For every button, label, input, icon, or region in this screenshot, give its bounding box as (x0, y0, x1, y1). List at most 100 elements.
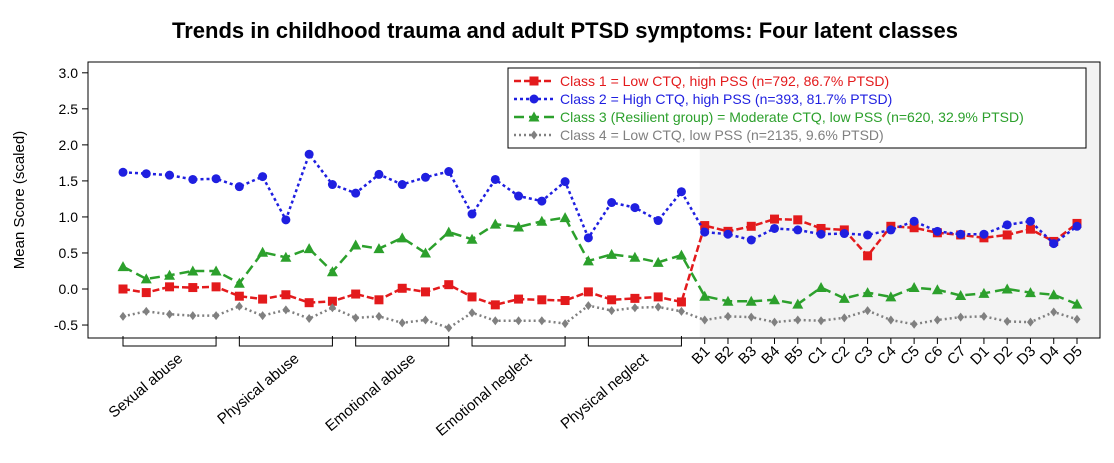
group-label: Emotional abuse (322, 350, 419, 435)
group-bracket (355, 336, 450, 347)
point (770, 214, 780, 224)
group-label: Physical abuse (214, 350, 302, 428)
group-bracket (238, 336, 333, 347)
point (700, 221, 710, 231)
point (559, 212, 571, 223)
point (489, 218, 501, 229)
point (653, 216, 663, 226)
point (607, 198, 617, 208)
point (630, 203, 640, 213)
point (1072, 221, 1082, 231)
legend-label: Class 3 (Resilient group) = Moderate CTQ… (560, 109, 1024, 125)
point (1002, 230, 1012, 240)
point (397, 180, 407, 190)
point (652, 256, 664, 267)
x-tick-label: C3 (851, 343, 877, 369)
point (816, 229, 826, 239)
point (119, 311, 127, 321)
point (420, 172, 430, 182)
point (584, 301, 592, 311)
point (887, 315, 895, 325)
x-tick-label: B1 (689, 343, 714, 368)
point (677, 306, 685, 316)
point (258, 294, 268, 304)
point (280, 251, 292, 262)
point (724, 311, 732, 321)
point (582, 255, 594, 266)
point (303, 243, 315, 254)
point (1025, 216, 1035, 226)
y-tick-label: 1.0 (59, 209, 79, 225)
point (1024, 287, 1036, 298)
point (838, 292, 850, 303)
point (816, 223, 826, 233)
point (606, 248, 618, 259)
point (608, 306, 616, 316)
point (909, 216, 919, 226)
legend-box (507, 67, 1087, 149)
point (257, 246, 269, 257)
point (445, 323, 453, 333)
x-tick-label: C1 (804, 343, 830, 369)
point (699, 290, 711, 301)
point (141, 288, 151, 298)
point (375, 311, 383, 321)
point (304, 149, 314, 159)
point (1025, 224, 1035, 234)
x-tick-label: C6 (921, 343, 947, 369)
group-label: Emotional neglect (433, 350, 536, 440)
legend-marker (529, 94, 539, 104)
y-tick-label: 2.0 (59, 137, 79, 153)
point (863, 251, 873, 261)
point (862, 287, 874, 298)
point (909, 223, 919, 233)
point (187, 265, 199, 276)
point (747, 312, 755, 322)
point (933, 315, 941, 325)
point (1073, 314, 1081, 324)
plot-frame (87, 61, 1101, 339)
point (1003, 316, 1011, 326)
point (352, 313, 360, 323)
point (746, 221, 756, 231)
x-tick-label: C4 (874, 343, 900, 369)
point (421, 315, 429, 325)
point (864, 306, 872, 316)
point (537, 196, 547, 206)
point (233, 277, 245, 288)
point (537, 295, 547, 305)
x-tick-label: D2 (990, 343, 1016, 369)
point (397, 283, 407, 293)
point (1071, 298, 1083, 309)
point (957, 312, 965, 322)
x-tick-label: B5 (782, 343, 807, 368)
point (956, 229, 966, 239)
point (885, 291, 897, 302)
point (396, 232, 408, 243)
group-label: Sexual abuse (106, 350, 187, 421)
point (794, 315, 802, 325)
x-tick-label: D3 (1014, 343, 1040, 369)
point (118, 167, 128, 177)
point (258, 172, 268, 182)
point (1049, 239, 1059, 249)
point (931, 284, 943, 295)
point (466, 233, 478, 244)
legend-marker (528, 111, 540, 122)
point (444, 167, 454, 177)
x-tick-label: D5 (1060, 343, 1086, 369)
x-tick-label: C2 (828, 343, 854, 369)
y-tick-label: 3.0 (59, 65, 79, 81)
point (886, 225, 896, 235)
point (980, 311, 988, 321)
x-tick-label: D1 (967, 343, 993, 369)
point (210, 265, 222, 276)
point (536, 215, 548, 226)
point (815, 282, 827, 293)
point (932, 226, 942, 236)
point (281, 215, 291, 225)
point (327, 180, 337, 190)
point (189, 311, 197, 321)
y-tick-label: 1.5 (59, 173, 79, 189)
